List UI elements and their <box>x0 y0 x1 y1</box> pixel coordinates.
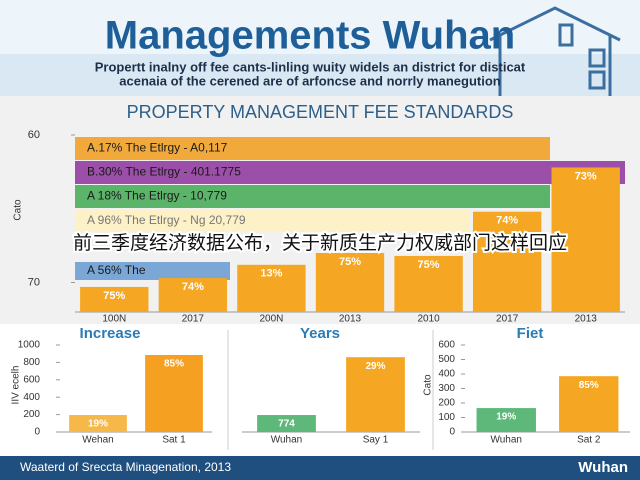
x-tick-label: 2013 <box>575 314 598 325</box>
overlay-caption: 前三季度经济数据公布，关于新质生产力权威部门这样回应 <box>73 232 567 254</box>
x-tick-label: Sat 2 <box>577 435 601 446</box>
y-tick-label: 70 <box>28 276 40 288</box>
x-tick-label: Wehan <box>82 435 114 446</box>
band <box>75 185 550 208</box>
bar-annotation: 85% <box>164 359 184 370</box>
bar-annotation: 29% <box>365 361 385 372</box>
bar <box>559 376 619 432</box>
bar <box>158 278 228 312</box>
band-text: A 18% The Etlrgy - 10,779 <box>87 189 227 203</box>
x-tick-label: 2013 <box>339 314 362 325</box>
y-axis-label: Cato <box>423 374 434 396</box>
y-tick-label: 600 <box>438 340 455 351</box>
bar-annotation: 85% <box>579 380 599 391</box>
bar-annotation: 13% <box>260 268 282 280</box>
band-text: A 56% The <box>87 263 146 277</box>
bar <box>80 286 149 312</box>
bar <box>145 355 203 432</box>
y-tick-label: 100 <box>438 412 455 423</box>
y-tick-label: 300 <box>438 383 455 394</box>
y-tick-label: 1000 <box>18 340 41 351</box>
band <box>75 137 550 160</box>
y-axis-label: IIV ecelh <box>11 366 22 405</box>
x-tick-label: Say 1 <box>363 435 389 446</box>
subtitle: Propertt inalny off fee cants-linling wu… <box>95 59 526 74</box>
y-tick-label: 500 <box>438 354 455 365</box>
y-tick-label: 0 <box>449 427 455 438</box>
bar <box>551 167 620 312</box>
bar <box>472 211 542 312</box>
footer-bg <box>0 456 640 480</box>
x-tick-label: 2017 <box>182 314 205 325</box>
chart-title: Fiet <box>517 325 544 342</box>
y-tick-label: 200 <box>438 398 455 409</box>
y-tick-label: 60 <box>28 129 40 141</box>
band <box>75 210 470 232</box>
y-axis-label: Cato <box>13 199 24 221</box>
bar <box>476 408 536 432</box>
bar-annotation: 74% <box>496 215 518 227</box>
x-tick-label: Sat 1 <box>162 435 186 446</box>
band-text: A.17% The Etlrgy - A0,117 <box>87 141 228 155</box>
x-tick-label: 2010 <box>417 314 440 325</box>
y-tick-label: 800 <box>23 357 40 368</box>
x-tick-label: 200N <box>259 314 283 325</box>
bar <box>237 264 306 312</box>
x-tick-label: Wuhan <box>490 435 522 446</box>
bar-annotation: 73% <box>575 170 597 182</box>
bottom-panel <box>0 324 640 456</box>
band-text: B.30% The Etlrgy - 401.1775 <box>87 165 241 179</box>
bar <box>69 415 127 432</box>
y-tick-label: 200 <box>23 409 40 420</box>
y-tick-label: 400 <box>438 369 455 380</box>
bar <box>315 253 385 312</box>
header-top <box>0 0 640 54</box>
chart-title: PROPERTY MANAGEMENT FEE STANDARDS <box>127 102 514 122</box>
subtitle: acenaia of the cerened are of arfoncse a… <box>119 73 500 88</box>
band-text: A 96% The Etlrgy - Ng 20,779 <box>87 213 246 227</box>
bar <box>394 255 463 312</box>
band <box>75 262 230 280</box>
bar-annotation: 75% <box>339 256 361 268</box>
bar <box>257 415 316 432</box>
bar-annotation: 75% <box>418 259 440 271</box>
bar-annotation: 75% <box>103 290 125 302</box>
charts: PROPERTY MANAGEMENT FEE STANDARDS Cato 60 7… <box>11 102 630 446</box>
x-tick-label: 2017 <box>496 314 519 325</box>
y-tick-label: 600 <box>23 374 40 385</box>
footer-brand: Wuhan <box>578 459 628 476</box>
y-tick-label: 0 <box>34 427 40 438</box>
house-icon <box>489 6 621 96</box>
y-tick-label: 400 <box>23 392 40 403</box>
bar-annotation: 19% <box>496 412 516 423</box>
bar-annotation: 74% <box>182 281 204 293</box>
bar-annotation: 19% <box>88 419 108 430</box>
footer-text: Waaterd of Sreccta Minagenation, 2013 <box>20 460 231 474</box>
x-tick-label: Wuhan <box>271 435 303 446</box>
chart-title: Years <box>300 325 340 342</box>
band <box>75 161 625 184</box>
header-title: Managements Wuhan <box>105 14 515 58</box>
x-tick-label: 100N <box>102 314 126 325</box>
chart-title: Increase <box>80 325 141 342</box>
bar-annotation: 774 <box>278 419 295 430</box>
bar <box>346 357 405 432</box>
